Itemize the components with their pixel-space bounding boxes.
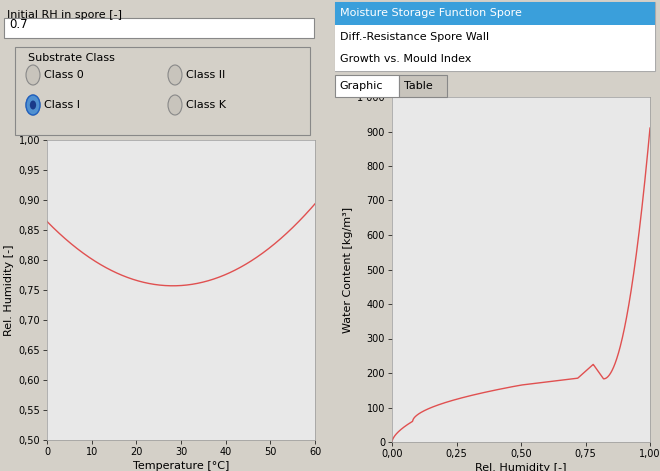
Y-axis label: Water Content [kg/m³]: Water Content [kg/m³] xyxy=(343,206,353,333)
Text: Table: Table xyxy=(404,81,433,91)
Text: Class I: Class I xyxy=(44,100,80,110)
Text: Class 0: Class 0 xyxy=(44,70,84,80)
Text: Graphic: Graphic xyxy=(339,81,383,91)
Text: Growth vs. Mould Index: Growth vs. Mould Index xyxy=(340,55,471,65)
Y-axis label: Rel. Humidity [-]: Rel. Humidity [-] xyxy=(4,244,14,336)
Text: Diff.-Resistance Spore Wall: Diff.-Resistance Spore Wall xyxy=(340,32,489,41)
Text: Class II: Class II xyxy=(186,70,225,80)
Text: Class K: Class K xyxy=(186,100,226,110)
X-axis label: Temperature [°C]: Temperature [°C] xyxy=(133,461,229,471)
Text: Initial RH in spore [-]: Initial RH in spore [-] xyxy=(7,10,122,20)
Text: Moisture Storage Function Spore: Moisture Storage Function Spore xyxy=(340,8,522,18)
Text: Substrate Class: Substrate Class xyxy=(28,53,115,63)
Text: 0.7: 0.7 xyxy=(9,18,28,32)
X-axis label: Rel. Humidity [-]: Rel. Humidity [-] xyxy=(475,463,567,471)
